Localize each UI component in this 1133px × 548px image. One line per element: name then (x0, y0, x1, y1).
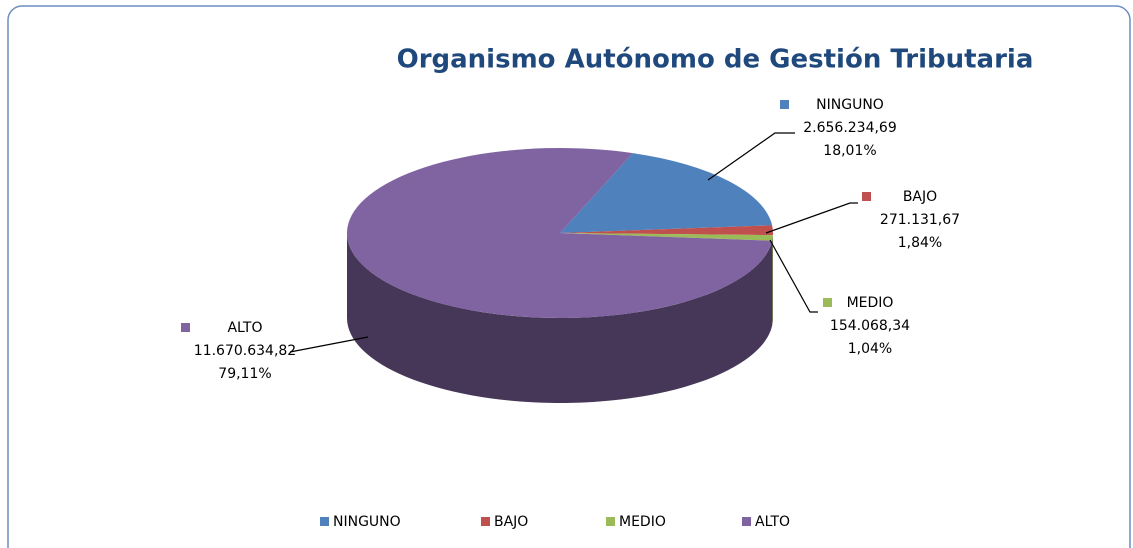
data-label-percent: 79,11% (218, 366, 271, 382)
label-swatch (823, 298, 832, 307)
legend-swatch (320, 517, 329, 526)
pie-slice-side (347, 233, 773, 404)
pie-slice (560, 233, 773, 241)
pie-slice (347, 148, 773, 318)
label-swatch (181, 323, 190, 332)
leader-line (765, 202, 858, 234)
label-swatch (862, 192, 871, 201)
label-swatch (780, 100, 789, 109)
data-label-percent: 18,01% (823, 143, 876, 159)
legend-label: ALTO (755, 514, 790, 530)
legend-label: NINGUNO (333, 514, 401, 530)
legend-swatch (742, 517, 751, 526)
pie-slice (560, 225, 774, 236)
data-label-value: 154.068,34 (830, 318, 910, 334)
legend-label: MEDIO (619, 514, 666, 530)
data-label-name: MEDIO (847, 295, 894, 311)
leader-line (769, 239, 818, 313)
data-label-value: 271.131,67 (880, 212, 960, 228)
legend-swatch (481, 517, 490, 526)
leader-line (289, 336, 369, 353)
data-label-percent: 1,04% (848, 341, 892, 357)
legend-swatch (606, 517, 615, 526)
data-label-name: BAJO (903, 189, 937, 205)
pie (347, 148, 774, 404)
data-label-name: ALTO (227, 320, 262, 336)
leader-line (707, 132, 795, 181)
pie-slice-side (772, 235, 773, 326)
data-label-value: 2.656.234,69 (803, 120, 897, 136)
legend-label: BAJO (494, 514, 528, 530)
data-label-value: 11.670.634,82 (194, 343, 296, 359)
chart-title: Organismo Autónomo de Gestión Tributaria (397, 45, 1034, 75)
pie-slice (560, 153, 773, 233)
data-label-name: NINGUNO (816, 97, 884, 113)
data-label-percent: 1,84% (898, 235, 942, 251)
